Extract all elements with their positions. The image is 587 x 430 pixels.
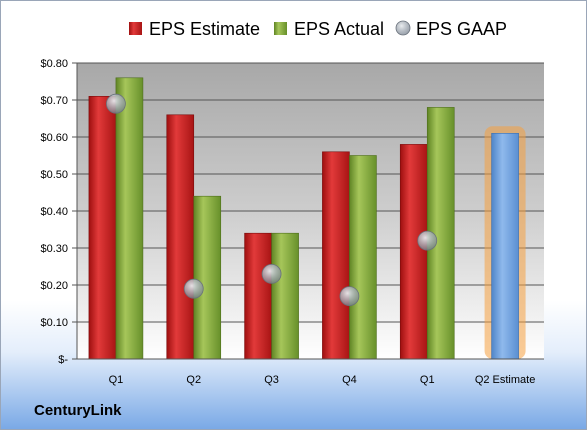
eps-gaap-marker bbox=[261, 263, 282, 284]
markers bbox=[106, 93, 438, 307]
x-tick-label: Q2 bbox=[186, 374, 201, 386]
y-tick-label: $0.30 bbox=[40, 243, 68, 255]
eps-actual-bar bbox=[271, 232, 299, 360]
company-label: CenturyLink bbox=[34, 402, 122, 419]
legend-label: EPS Actual bbox=[294, 19, 384, 39]
legend-swatch bbox=[274, 22, 287, 35]
y-tick-label: $0.20 bbox=[40, 280, 68, 292]
legend-label: EPS GAAP bbox=[416, 19, 507, 39]
x-tick-label: Q2 Estimate bbox=[475, 374, 536, 386]
eps-gaap-marker bbox=[339, 286, 360, 307]
eps-estimate-bar bbox=[166, 114, 195, 360]
y-tick-label: $0.70 bbox=[40, 95, 68, 107]
eps-actual-bar bbox=[193, 195, 222, 360]
x-tick-label: Q3 bbox=[264, 374, 279, 386]
legend: EPS Estimate EPS Actual EPS GAAP bbox=[129, 19, 507, 39]
eps-estimate-bar bbox=[399, 144, 428, 360]
legend-label: EPS Estimate bbox=[149, 19, 260, 39]
y-tick-label: $0.40 bbox=[40, 206, 68, 218]
x-tick-label: Q1 bbox=[420, 374, 435, 386]
eps-estimate-bar bbox=[322, 151, 350, 360]
bars bbox=[88, 77, 519, 360]
x-tick-label: Q4 bbox=[342, 374, 357, 386]
y-tick-label: $0.10 bbox=[40, 317, 68, 329]
y-tick-label: $0.80 bbox=[40, 58, 68, 70]
y-tick-label: $0.50 bbox=[40, 169, 68, 181]
legend-swatch bbox=[395, 20, 411, 36]
x-tick-label: Q1 bbox=[109, 374, 124, 386]
eps-estimate-bar bbox=[244, 232, 272, 360]
eps-actual-bar bbox=[115, 77, 144, 360]
eps-estimate-bar bbox=[88, 96, 117, 360]
axes: $0.80 $0.70 $0.60 $0.50 $0.40 $0.30 $0.20 $0.10… bbox=[40, 58, 544, 386]
eps-gaap-marker bbox=[417, 230, 438, 251]
y-tick-label: $0.60 bbox=[40, 132, 68, 144]
legend-swatch bbox=[129, 22, 142, 35]
q2-estimate-bar bbox=[491, 133, 519, 360]
eps-actual-bar bbox=[349, 155, 377, 360]
eps-gaap-marker bbox=[183, 278, 204, 299]
eps-gaap-marker bbox=[106, 93, 126, 114]
y-tick-label: $- bbox=[58, 354, 68, 366]
